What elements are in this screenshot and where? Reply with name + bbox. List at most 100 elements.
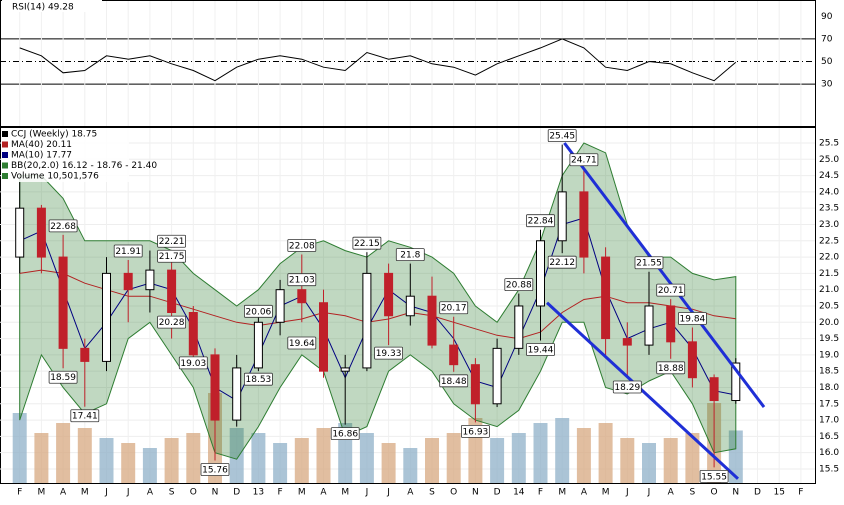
price-annotation-box <box>157 315 187 329</box>
price-annotation-box <box>547 255 577 269</box>
x-tick-label: N <box>212 488 219 498</box>
y-tick-label: 30 <box>821 80 833 90</box>
price-annotation-box <box>526 343 555 356</box>
x-tick-label: O <box>450 488 457 498</box>
y-tick-label: 23.5 <box>819 204 839 214</box>
x-tick-label: J <box>126 488 130 498</box>
y-tick-label: 24.5 <box>819 171 839 181</box>
x-tick-label: S <box>690 488 696 498</box>
legend-swatch <box>2 141 8 148</box>
price-annotation: 20.88 <box>506 281 532 291</box>
y-tick-label: 18.5 <box>819 367 839 377</box>
x-tick-label: M <box>341 488 349 498</box>
volume-bar <box>316 428 331 483</box>
candle-body <box>709 377 719 402</box>
price-annotation: 19.84 <box>680 314 706 324</box>
price-annotation: 18.29 <box>614 383 640 393</box>
rsi-panel <box>0 0 816 127</box>
plot <box>12 38 766 483</box>
legend-swatch <box>2 152 8 158</box>
volume-bar <box>598 423 613 483</box>
candle-body <box>362 272 372 369</box>
volume-bar <box>533 423 548 483</box>
y-tick-label: 18.0 <box>819 383 839 393</box>
price-annotation-box <box>656 361 686 375</box>
y-tick-label: 90 <box>821 12 833 22</box>
x-tick-label: A <box>668 488 675 498</box>
price-annotation: 20.06 <box>246 307 272 317</box>
volume-bar <box>186 433 201 483</box>
price-annotation-box <box>526 214 555 228</box>
price-annotation: 16.86 <box>332 430 358 440</box>
price-annotation-box <box>330 427 360 441</box>
price-annotation: 18.53 <box>246 375 272 385</box>
legend-entry: MA(10) 17.77 <box>11 151 72 161</box>
candle-body <box>297 289 307 304</box>
legend-entry: MA(40) 20.11 <box>11 140 72 150</box>
price-annotation: 22.08 <box>289 241 315 251</box>
volume-bar <box>121 443 136 483</box>
candle-body <box>58 256 68 349</box>
legend-bg <box>1 128 129 182</box>
price-annotation-box <box>287 273 317 287</box>
volume-bar <box>99 438 114 483</box>
y-tick-label: 19.0 <box>819 350 839 360</box>
volume-bar <box>685 433 700 483</box>
price-annotation: 21.91 <box>115 247 141 257</box>
volume-bar <box>555 418 570 483</box>
legend-swatch <box>2 162 8 169</box>
price-annotation-box <box>287 239 317 252</box>
x-tick-label: A <box>60 488 67 498</box>
price-annotation-box <box>157 234 187 248</box>
price-annotation-box <box>178 356 208 370</box>
volume-bar <box>381 443 396 483</box>
x-tick-label: F <box>538 488 543 498</box>
rsi-legend-bg <box>2 0 102 12</box>
candle-body <box>427 295 437 346</box>
candle-body <box>275 289 285 323</box>
price-annotation: 19.33 <box>376 349 402 359</box>
x-tick-label: F <box>798 488 803 498</box>
candle-body <box>579 191 589 258</box>
price-annotation-box <box>699 469 729 483</box>
y-tick-label: 15.5 <box>819 464 839 474</box>
volume-bar <box>425 438 439 483</box>
volume-bar <box>273 443 288 483</box>
volume-bar <box>294 438 309 483</box>
price-annotation: 21.55 <box>636 259 662 269</box>
price-annotation-box <box>200 463 230 476</box>
y-tick-label: 20.0 <box>819 318 839 328</box>
price-annotation: 20.71 <box>658 286 684 296</box>
volume-bar <box>142 448 157 483</box>
volume-bar <box>34 433 49 483</box>
volume-bar <box>446 433 461 483</box>
candle-body <box>536 240 545 307</box>
price-annotation-box <box>569 153 599 167</box>
candle-body <box>405 295 415 317</box>
candle-body <box>102 272 111 362</box>
price-annotation: 16.93 <box>463 427 489 437</box>
x-tick-label: J <box>647 488 651 498</box>
candle-body <box>470 364 480 405</box>
candle-body <box>80 347 90 362</box>
candle-body <box>232 367 242 421</box>
y-tick-label: 22.5 <box>819 236 839 246</box>
moving-average <box>19 269 736 340</box>
candle-body <box>145 269 155 291</box>
y-tick-label: 20.5 <box>819 301 839 311</box>
legend-entry: Volume 10,501,576 <box>11 172 99 182</box>
x-tick-label: M <box>81 488 89 498</box>
volume-bar <box>620 438 635 483</box>
price-annotation: 24.71 <box>571 156 597 166</box>
price-annotation-box <box>352 236 382 250</box>
trend-line <box>545 301 739 480</box>
candle-body <box>622 338 632 346</box>
price-annotation-box <box>48 370 78 384</box>
legend-swatch <box>2 173 8 179</box>
price-annotation: 18.48 <box>441 377 467 387</box>
volume-bar <box>490 438 505 483</box>
x-tick-label: O <box>711 488 718 498</box>
candle-body <box>731 362 741 402</box>
price-annotation: 21.03 <box>289 276 315 286</box>
